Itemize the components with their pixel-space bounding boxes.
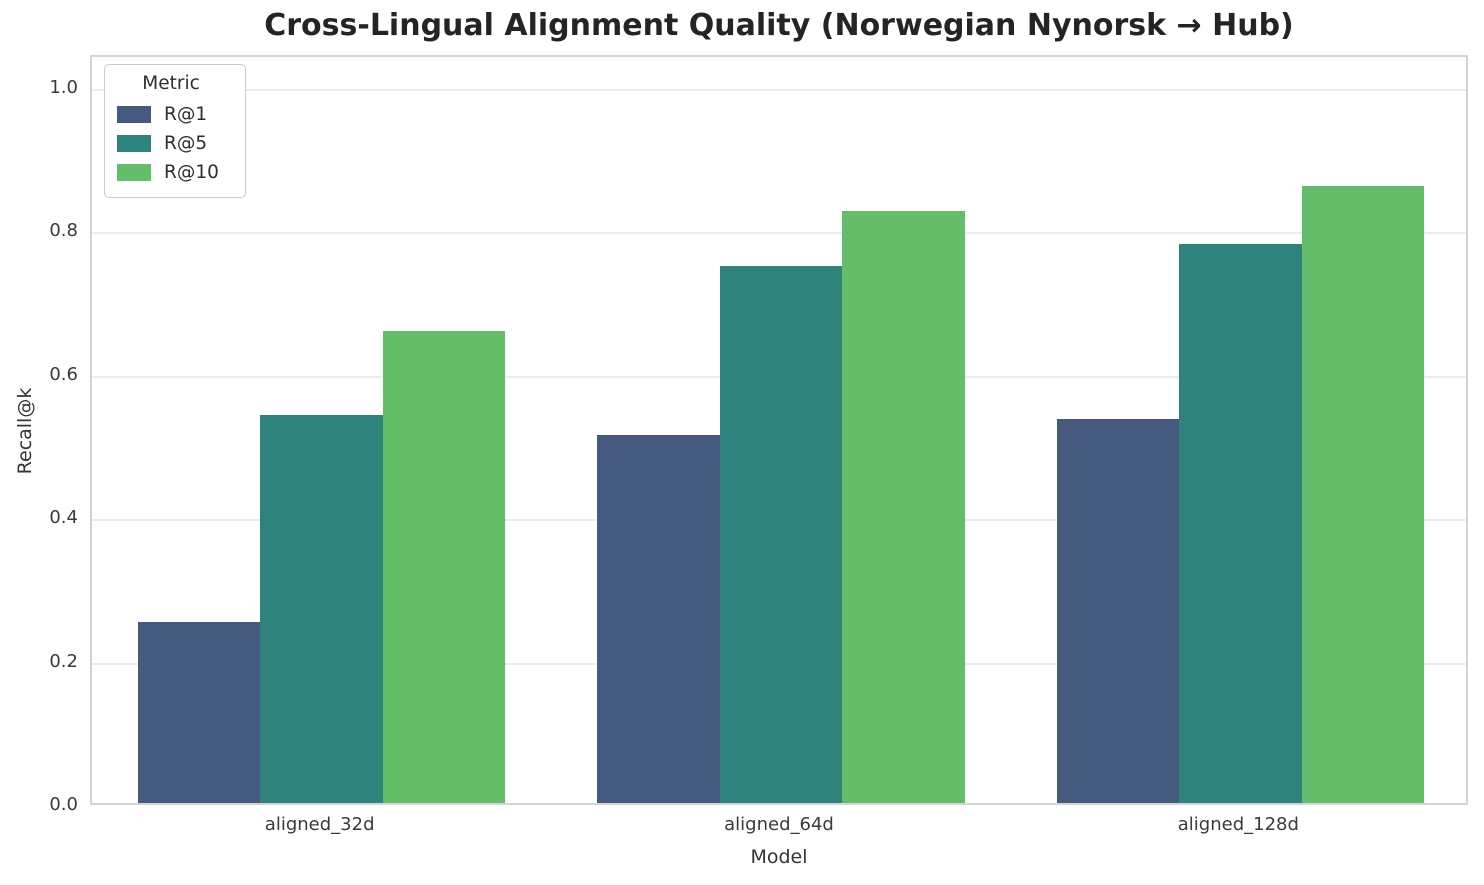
bar-r1-aligned_64d [597,434,720,803]
bar-r1-aligned_32d [137,621,261,803]
y-tick-label-1.0: 1.0 [49,76,78,98]
bar-r5-aligned_32d [260,415,383,803]
y-tick-label-0.4: 0.4 [49,507,78,529]
legend-item-r10: R@10 [117,158,225,187]
legend-items: R@1 R@5 R@10 [117,100,225,187]
bar-r10-aligned_32d [382,330,506,803]
x-tick-label-aligned_64d: aligned_64d [724,814,834,835]
legend-item-label: R@5 [164,133,208,154]
bar-r10-aligned_128d [1301,185,1425,803]
x-tick-label-aligned_128d: aligned_128d [1177,814,1299,835]
legend-title: Metric [142,73,200,94]
y-tick-label-0.2: 0.2 [49,650,78,672]
plot-area: Metric R@1 R@5 R@10 [90,55,1468,805]
bar-r5-aligned_64d [719,266,843,803]
y-tick-label-0.0: 0.0 [49,794,78,815]
legend-item-label: R@1 [164,104,208,125]
legend-item-label: R@10 [164,162,219,183]
legend-swatch-icon [117,164,151,181]
bar-r1-aligned_128d [1056,419,1180,803]
y-tick-label-0.8: 0.8 [49,220,78,242]
y-tick-label-0.6: 0.6 [49,363,78,385]
y-axis-label: Recall@k [14,387,36,475]
legend-item-r1: R@1 [117,100,225,129]
bar-r5-aligned_128d [1179,243,1302,803]
bar-r10-aligned_64d [842,210,965,803]
x-axis-label: Model [750,846,808,868]
legend-swatch-icon [117,135,151,152]
x-tick-label-aligned_32d: aligned_32d [264,814,375,835]
legend: Metric R@1 R@5 R@10 [104,64,246,198]
gridline-y-1.0 [92,88,1466,91]
chart-title: Cross-Lingual Alignment Quality (Norwegi… [264,8,1294,43]
legend-item-r5: R@5 [117,129,225,158]
gridline-y-0.8 [92,232,1466,235]
legend-swatch-icon [117,106,151,123]
